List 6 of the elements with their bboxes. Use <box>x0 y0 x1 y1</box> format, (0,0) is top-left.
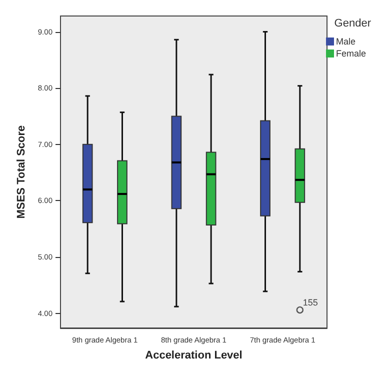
legend-title: Gender <box>334 18 372 30</box>
y-axis-title: MSES Total Score <box>16 125 28 219</box>
legend-label: Male <box>336 36 356 46</box>
annotation: 155 <box>302 297 318 308</box>
legend-label: Female <box>336 48 366 58</box>
x-axis-title: Acceleration Level <box>145 350 242 362</box>
